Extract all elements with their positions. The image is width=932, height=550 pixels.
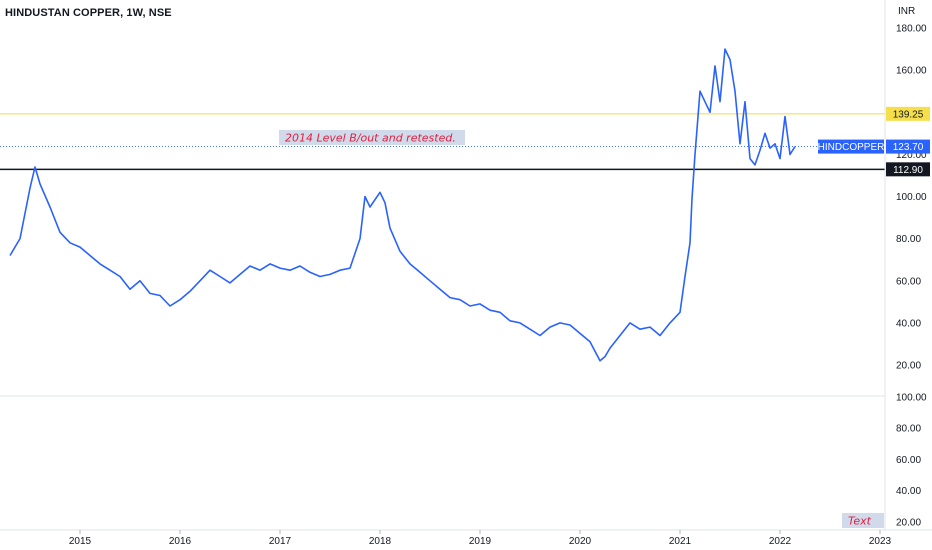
y-tick-label: 120.00 — [896, 150, 927, 161]
corner-note-box — [842, 513, 884, 528]
y-tick-label: 80.00 — [896, 234, 921, 245]
annotations: 2014 Level B/out and retested. Text — [279, 130, 884, 528]
price-series-line — [9, 48, 796, 362]
x-tick-label: 2023 — [869, 536, 892, 547]
resistance-price-tag: 139.25 — [893, 109, 924, 120]
lower-y-tick-label: 20.00 — [896, 517, 921, 528]
x-tick-label: 2016 — [169, 536, 192, 547]
main-note: 2014 Level B/out and retested. — [285, 132, 456, 145]
x-tick-label: 2018 — [369, 536, 392, 547]
lower-y-tick-label: 40.00 — [896, 486, 921, 497]
x-tick-label: 2022 — [769, 536, 792, 547]
x-tick-label: 2021 — [669, 536, 692, 547]
y-tick-label: 180.00 — [896, 24, 927, 35]
lower-y-tick-label: 80.00 — [896, 424, 921, 435]
resistance-price-tag-bg — [886, 106, 930, 121]
y-tick-label: 60.00 — [896, 276, 921, 287]
last-price-tag: 123.70 — [893, 142, 924, 153]
note-box — [279, 130, 465, 145]
support-price-tag: 112.90 — [893, 165, 923, 176]
x-tick-label: 2015 — [69, 536, 92, 547]
support-price-tag-bg — [886, 162, 930, 177]
currency-label: INR — [898, 6, 916, 17]
x-tick-label: 2020 — [569, 536, 592, 547]
lower-y-tick-label: 100.00 — [896, 393, 927, 404]
lower-y-tick-label: 60.00 — [896, 455, 921, 466]
y-tick-label: 20.00 — [896, 361, 921, 372]
y-tick-label: 100.00 — [896, 192, 927, 203]
symbol-label: HINDCOPPER — [818, 142, 885, 153]
last-price-tag-bg — [886, 139, 930, 154]
x-tick-label: 2017 — [269, 536, 292, 547]
price-axis: 180.00160.00140.00120.00100.0080.0060.00… — [884, 0, 927, 530]
chart-title: HINDUSTAN COPPER, 1W, NSE — [5, 7, 172, 19]
time-axis: 2015 2016 2017 2018 2019 2020 2021 2022 2023 — [0, 529, 932, 547]
symbol-label-bg — [818, 139, 884, 154]
main-pane — [0, 48, 885, 362]
price-tags: 139.25 112.90 123.70 HINDCOPPER — [818, 106, 930, 177]
y-tick-label: 40.00 — [896, 318, 921, 329]
x-tick-label: 2019 — [469, 536, 492, 547]
y-tick-label: 160.00 — [896, 66, 927, 77]
corner-note: Text — [848, 515, 872, 528]
